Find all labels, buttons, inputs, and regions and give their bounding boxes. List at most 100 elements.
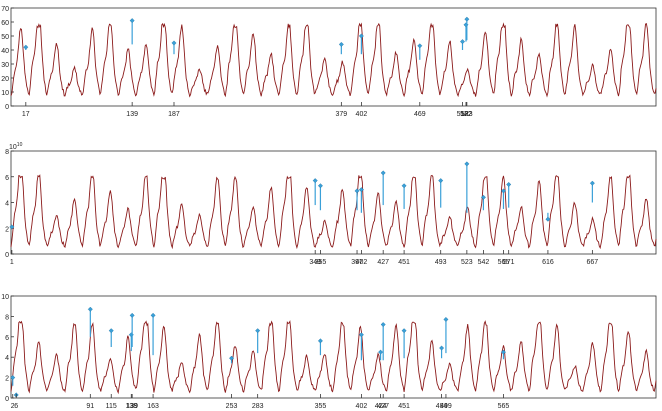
x-tick-label: 522 <box>460 111 472 118</box>
anomaly-marker <box>358 332 364 338</box>
anomaly-marker <box>171 40 177 46</box>
x-tick-label: 187 <box>168 111 180 118</box>
x-tick-label: 451 <box>398 259 410 266</box>
anomaly-marker <box>589 180 595 186</box>
x-tick-label: 518 <box>457 111 469 118</box>
x-tick-label: 355 <box>315 259 327 266</box>
y-tick-label: 40 <box>1 48 9 55</box>
y-tick-label: 8 <box>5 149 9 156</box>
anomaly-marker <box>312 178 318 184</box>
x-tick-label: 424 <box>375 403 387 410</box>
anomaly-marker <box>464 16 470 22</box>
signal-line <box>10 320 657 395</box>
y-tick-label: 4 <box>5 201 9 208</box>
anomaly-marker <box>378 349 384 355</box>
x-tick-label: 469 <box>414 111 426 118</box>
anomaly-marker <box>229 355 235 361</box>
anomaly-marker <box>338 41 344 47</box>
anomaly-marker <box>354 188 360 194</box>
x-tick-label: 1 <box>10 259 14 266</box>
anomaly-marker <box>480 194 486 200</box>
y-tick-label: 6 <box>5 175 9 182</box>
anomaly-marker <box>129 312 135 318</box>
x-tick-label: 283 <box>252 403 264 410</box>
x-tick-label: 115 <box>106 403 117 410</box>
anomaly-marker <box>255 328 261 334</box>
y-tick-label: 2 <box>5 226 9 233</box>
y-tick-label: 0 <box>5 252 9 259</box>
axes-frame <box>10 7 657 107</box>
x-tick-label: 379 <box>336 111 348 118</box>
x-tick-label: 499 <box>440 403 452 410</box>
anomaly-marker <box>317 338 323 344</box>
y-tick-label: 50 <box>1 34 9 41</box>
x-tick-label: 253 <box>226 403 238 410</box>
anomaly-marker <box>108 328 114 334</box>
y-tick-label: 8 <box>5 314 9 321</box>
x-tick-label: 402 <box>356 259 368 266</box>
x-tick-label: 523 <box>461 259 473 266</box>
y-tick-label: 0 <box>5 396 9 403</box>
anomaly-marker <box>358 33 364 39</box>
anomaly-marker <box>545 216 551 222</box>
y-tick-label: 30 <box>1 62 9 69</box>
y-tick-label: 10 <box>1 294 9 301</box>
anomaly-marker <box>380 170 386 176</box>
y-exponent-power: 10 <box>17 142 23 148</box>
x-tick-label: 349 <box>309 259 321 266</box>
x-tick-label: 402 <box>356 111 368 118</box>
anomaly-marker <box>9 224 15 230</box>
panel-1: 0 10 20 30 40 50 60 70 17 139 187 379 402 469 51852252… <box>1 6 657 118</box>
y-tick-label: 20 <box>1 76 9 83</box>
x-tick-label: 163 <box>147 403 159 410</box>
y-tick-label: 60 <box>1 20 9 27</box>
anomaly-marker <box>500 188 506 194</box>
axes-frame <box>10 295 657 399</box>
x-tick-label: 139 <box>126 403 138 410</box>
x-tick-label: 616 <box>542 259 554 266</box>
anomaly-marker <box>401 328 407 334</box>
x-tick-label: 494 <box>436 403 448 410</box>
anomaly-marker <box>460 39 465 45</box>
signal-line <box>10 22 657 98</box>
x-tick-label: 523 <box>461 111 473 118</box>
x-tick-label: 542 <box>478 259 490 266</box>
x-tick-label: 565 <box>498 259 510 266</box>
x-tick-label: 565 <box>498 403 510 410</box>
y-tick-label: 0 <box>5 104 9 111</box>
anomaly-marker <box>380 322 386 328</box>
x-tick-label: 667 <box>587 259 599 266</box>
x-tick-label: 427 <box>377 403 389 410</box>
anomaly-marker <box>500 349 506 355</box>
signal-line <box>10 174 657 250</box>
anomaly-marker <box>439 345 445 351</box>
anomaly-marker <box>443 316 449 322</box>
anomaly-marker <box>358 187 364 193</box>
x-tick-label: 91 <box>86 403 94 410</box>
y-tick-label: 6 <box>5 335 9 342</box>
x-tick-label: 138 <box>125 403 137 410</box>
y-tick-label: 4 <box>5 355 9 362</box>
x-tick-label: 571 <box>503 259 515 266</box>
y-tick-label: 70 <box>1 6 9 13</box>
x-tick-label: 355 <box>315 403 327 410</box>
anomaly-marker <box>506 181 512 187</box>
y-tick-label: 10 <box>1 90 9 97</box>
x-tick-label: 397 <box>351 259 363 266</box>
x-tick-label: 402 <box>356 403 368 410</box>
x-tick-label: 6 <box>14 403 18 410</box>
x-tick-label: 2 <box>11 403 15 410</box>
anomaly-marker <box>317 183 323 189</box>
anomaly-marker <box>464 161 470 167</box>
anomaly-marker <box>438 178 444 184</box>
anomaly-marker <box>150 312 156 318</box>
anomaly-marker <box>129 18 135 24</box>
x-tick-label: 493 <box>435 259 447 266</box>
y-exponent-label: 1010 <box>9 142 23 151</box>
x-tick-label: 427 <box>377 259 389 266</box>
y-tick-label: 2 <box>5 376 9 383</box>
